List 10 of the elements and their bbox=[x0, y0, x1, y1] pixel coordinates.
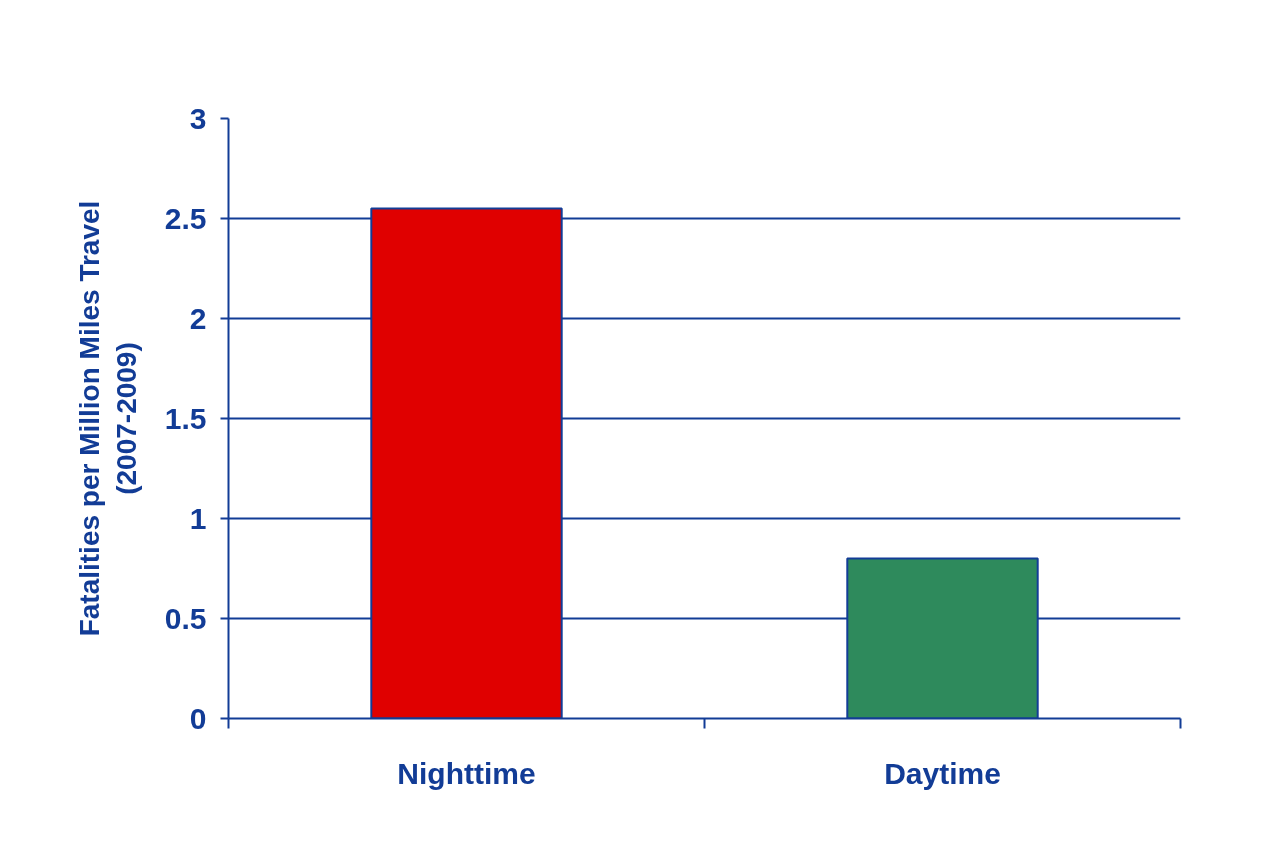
y-axis-title: Fatalities per Million Miles Travel (2007-2009) bbox=[73, 200, 142, 637]
x-tick-label: Nighttime bbox=[397, 756, 536, 790]
y-tick-label: 3 bbox=[189, 101, 207, 135]
y-tick-label: 0.5 bbox=[164, 601, 207, 635]
x-tick-label: Daytime bbox=[884, 756, 1001, 790]
y-tick-label: 2 bbox=[189, 301, 207, 335]
y-tick-label: 2.5 bbox=[164, 201, 207, 235]
y-tick-label: 1 bbox=[189, 501, 207, 535]
y-tick-label: 0 bbox=[189, 701, 207, 735]
y-tick-label: 1.5 bbox=[164, 401, 207, 435]
